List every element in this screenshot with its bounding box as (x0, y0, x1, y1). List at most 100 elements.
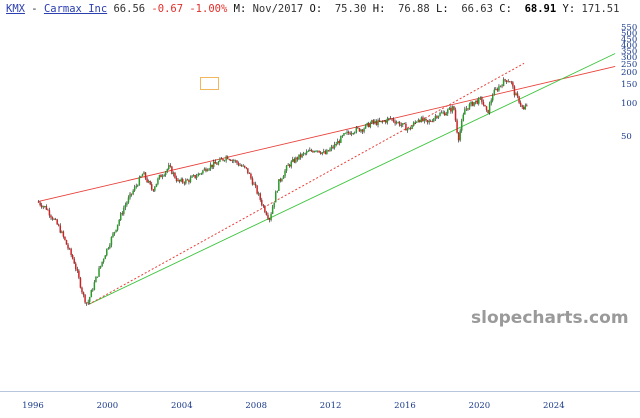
candle-body (237, 162, 240, 166)
candle-body (310, 149, 313, 152)
candle-body (344, 132, 347, 134)
candle-body (262, 204, 265, 207)
candle-body (349, 133, 351, 135)
candle-body (175, 177, 178, 182)
candle-body (191, 176, 193, 178)
candle-body (400, 124, 403, 126)
candle-body (358, 127, 361, 132)
candle-body (505, 80, 508, 82)
candle-body (304, 153, 306, 155)
candle-body (171, 166, 173, 175)
candle-body (203, 168, 206, 171)
candle-body (439, 113, 441, 116)
candle-body (371, 120, 373, 124)
candle-body (394, 121, 396, 124)
candle-body (183, 182, 186, 184)
candle-body (465, 108, 468, 110)
candle-body (360, 129, 362, 132)
candle-body (522, 107, 525, 110)
candle-body (157, 178, 159, 184)
candle-body (295, 157, 297, 163)
candle-body (231, 160, 234, 161)
candle-body (123, 207, 125, 214)
candle-body (389, 118, 392, 119)
candle-body (243, 165, 246, 168)
candle-body (481, 97, 483, 102)
candle-body (473, 102, 475, 106)
candle-body (228, 159, 230, 160)
candle-body (431, 121, 434, 123)
candle-body (248, 173, 251, 174)
candle-body (414, 121, 416, 123)
candle-body (79, 277, 82, 288)
candle-body (135, 185, 137, 187)
candle-body (301, 153, 303, 158)
candle-body (124, 204, 127, 208)
candle-body (383, 120, 385, 122)
candle-body (219, 158, 221, 162)
candle-body (75, 263, 77, 270)
candle-body (106, 248, 108, 256)
candle-body (326, 150, 328, 155)
support-trendline (88, 53, 616, 305)
candle-body (302, 153, 305, 155)
x-tick-label: 2016 (394, 401, 416, 411)
candle-body (369, 123, 372, 128)
candle-body (140, 176, 142, 178)
close-value: 68.91 (524, 3, 557, 15)
candle-body (129, 193, 131, 198)
candle-body (457, 132, 460, 141)
candle-body (374, 121, 376, 123)
candle-body (284, 170, 286, 177)
candle-body (164, 171, 167, 175)
candle-body (37, 201, 40, 203)
candle-body (53, 219, 55, 220)
candle-body (468, 104, 471, 110)
candle-body (416, 121, 418, 123)
candle-body (319, 152, 322, 154)
candle-body (340, 136, 342, 143)
y-tick-label: 500 (621, 29, 637, 39)
y-label: Y: (562, 3, 576, 15)
candle-body (141, 174, 144, 177)
ticker-symbol[interactable]: KMX (6, 3, 25, 15)
y-value: 171.51 (581, 3, 620, 15)
candle-body (160, 174, 162, 178)
candle-body (442, 112, 444, 114)
candle-body (330, 146, 333, 150)
candle-body (464, 109, 466, 115)
candle-body (112, 233, 114, 238)
candle-body (460, 120, 463, 131)
candle-body (423, 118, 426, 122)
x-tick-label: 2000 (97, 401, 119, 411)
candle-body (315, 150, 317, 152)
candle-body (367, 122, 370, 128)
high-value: 76.88 (398, 3, 430, 15)
candle-body (109, 245, 111, 249)
candle-body (462, 114, 465, 121)
candle-body (323, 151, 325, 153)
candle-body (496, 88, 499, 91)
company-name[interactable]: Carmax Inc (43, 3, 108, 15)
candle-body (515, 93, 517, 96)
candle-body (110, 237, 113, 246)
candle-body (247, 168, 249, 174)
candle-body (381, 121, 384, 122)
candle-body (521, 105, 523, 108)
candle-body (281, 178, 283, 181)
y-tick-label: 200 (621, 68, 637, 78)
candle-body (70, 248, 72, 256)
annotation-box[interactable] (200, 77, 219, 90)
candle-body (467, 108, 469, 110)
candle-body (346, 131, 348, 133)
candle-body (341, 135, 344, 137)
candle-body (316, 150, 319, 152)
candle-body (137, 185, 139, 187)
candle-body (212, 161, 215, 168)
candle-body (118, 219, 120, 225)
candle-body (299, 154, 302, 158)
candle-body (406, 128, 409, 131)
x-tick-label: 2008 (245, 401, 267, 411)
candle-body (357, 127, 359, 129)
